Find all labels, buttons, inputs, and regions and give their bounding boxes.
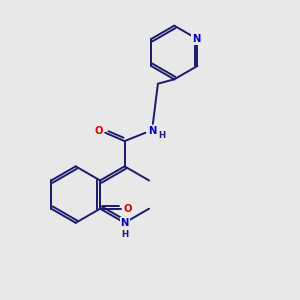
Text: N: N — [192, 34, 200, 44]
Text: H: H — [158, 131, 165, 140]
Text: O: O — [94, 126, 103, 136]
Text: H: H — [121, 230, 128, 238]
Text: N: N — [120, 218, 129, 228]
Text: N: N — [148, 126, 156, 136]
Text: O: O — [123, 204, 132, 214]
